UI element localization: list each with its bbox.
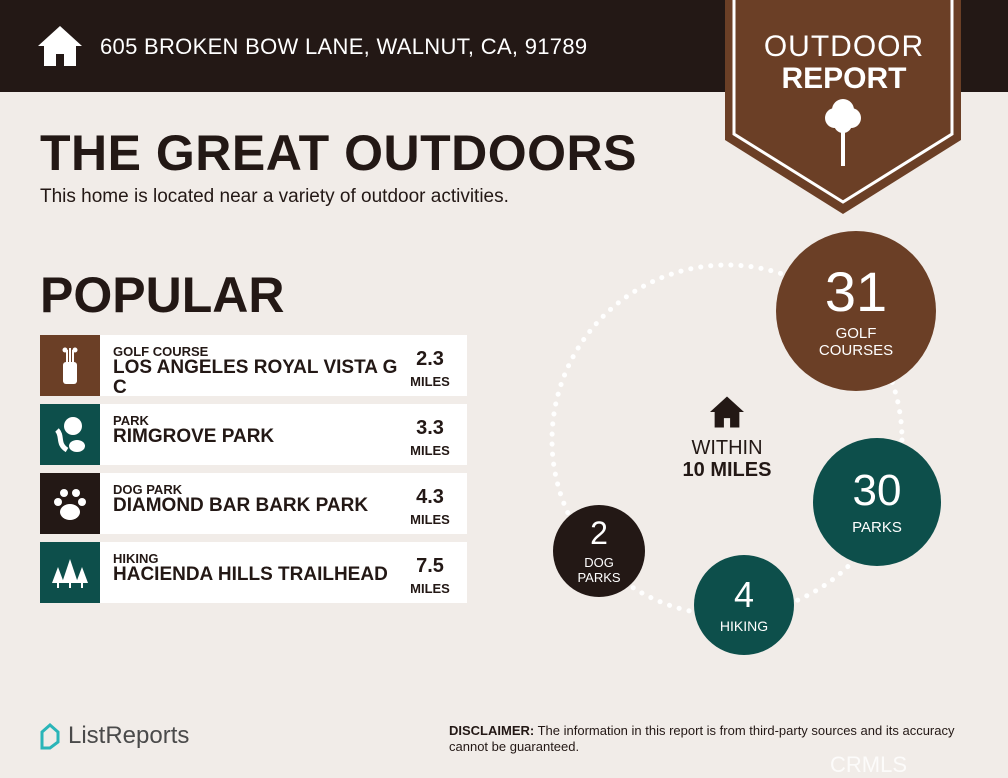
golf-courses-count: 31 GOLF COURSES xyxy=(776,231,936,391)
listreports-logo-icon xyxy=(40,723,60,750)
crmls-watermark: CRMLS xyxy=(830,752,908,777)
listreports-logo: ListReports xyxy=(38,722,189,750)
item-category: DOG PARK xyxy=(113,482,183,497)
badge-title-line2: REPORT xyxy=(781,62,907,95)
item-distance: 7.5 xyxy=(416,555,444,577)
item-distance: 3.3 xyxy=(416,417,444,439)
item-unit: MILES xyxy=(410,374,450,389)
item-unit: MILES xyxy=(410,512,450,527)
home-icon xyxy=(38,26,82,66)
count-value: 31 xyxy=(824,259,888,323)
park-tree-icon xyxy=(40,404,100,465)
popular-item[interactable]: HIKING HACIENDA HILLS TRAILHEAD 7.5 MILE… xyxy=(40,542,467,603)
popular-item[interactable]: GOLF COURSE LOS ANGELES ROYAL VISTA G C … xyxy=(40,335,467,396)
item-distance: 4.3 xyxy=(416,486,444,508)
brand-name: ListReports xyxy=(68,722,190,749)
item-unit: MILES xyxy=(410,581,450,596)
radius-distance: 10 MILES xyxy=(682,459,772,481)
badge-title-line1: OUTDOOR xyxy=(763,30,925,63)
popular-item[interactable]: PARK RIMGROVE PARK 3.3 MILES xyxy=(40,404,467,465)
paw-icon xyxy=(40,473,100,534)
count-label: HIKING xyxy=(719,617,769,634)
item-unit: MILES xyxy=(410,443,450,458)
home-icon xyxy=(710,396,744,428)
disclaimer-label: DISCLAIMER: xyxy=(449,723,535,738)
count-label: PARKS xyxy=(852,518,902,536)
page-title: THE GREAT OUTDOORS xyxy=(40,125,637,181)
hiking-count: 4 HIKING xyxy=(694,555,794,655)
tree-icon xyxy=(825,99,861,166)
item-category: GOLF COURSE xyxy=(113,344,209,359)
outdoor-report-badge xyxy=(725,0,961,214)
radius-label: WITHIN 10 MILES xyxy=(652,437,802,481)
item-name: DIAMOND BAR BARK PARK xyxy=(113,495,369,516)
parks-count: 30 PARKS xyxy=(813,438,941,566)
page-subtitle: This home is located near a variety of o… xyxy=(40,186,509,207)
radius-within: WITHIN xyxy=(691,437,763,459)
item-category: HIKING xyxy=(113,551,159,566)
item-name: RIMGROVE PARK xyxy=(113,426,275,447)
count-value: 30 xyxy=(852,466,902,516)
count-value: 2 xyxy=(590,515,608,552)
item-distance: 2.3 xyxy=(416,348,444,370)
disclaimer: DISCLAIMER: The information in this repo… xyxy=(449,723,979,755)
disclaimer-text: The information in this report is from t… xyxy=(449,723,955,754)
count-label-2: PARKS xyxy=(577,569,621,585)
count-label: DOG xyxy=(584,554,614,570)
count-label-2: COURSES xyxy=(818,342,894,360)
item-name: LOS ANGELES ROYAL VISTA G C xyxy=(113,357,398,397)
popular-heading: POPULAR xyxy=(40,267,285,323)
golf-bag-icon xyxy=(40,335,100,396)
popular-item[interactable]: DOG PARK DIAMOND BAR BARK PARK 4.3 MILES xyxy=(40,473,467,534)
item-name: HACIENDA HILLS TRAILHEAD xyxy=(113,564,388,585)
pine-trees-icon xyxy=(40,542,100,603)
count-label: GOLF xyxy=(835,325,877,343)
dog-parks-count: 2 DOG PARKS xyxy=(553,505,645,597)
property-address: 605 BROKEN BOW LANE, WALNUT, CA, 91789 xyxy=(100,34,588,59)
count-value: 4 xyxy=(733,574,755,616)
item-category: PARK xyxy=(113,413,149,428)
